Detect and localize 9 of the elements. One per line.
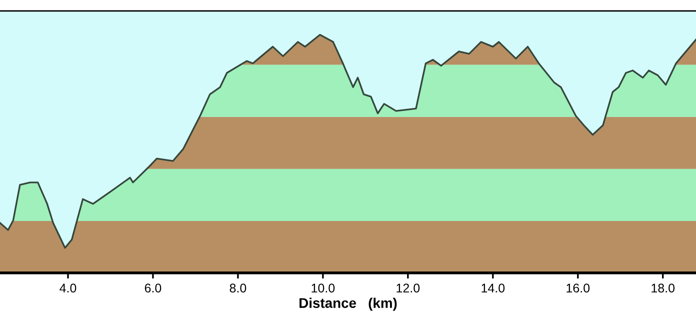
x-axis-title: Distance (km) (300, 298, 397, 311)
x-tick-label: 18.0 (652, 284, 675, 292)
x-tick-label: 6.0 (144, 284, 162, 292)
x-tick-label: 12.0 (396, 284, 420, 292)
x-tick-label: 14.0 (482, 284, 505, 292)
x-tick-label: 10.0 (312, 284, 335, 292)
x-tick-label: 4.0 (60, 284, 76, 292)
x-tick-label: 16.0 (566, 284, 590, 292)
x-tick-label: 8.0 (230, 284, 246, 292)
